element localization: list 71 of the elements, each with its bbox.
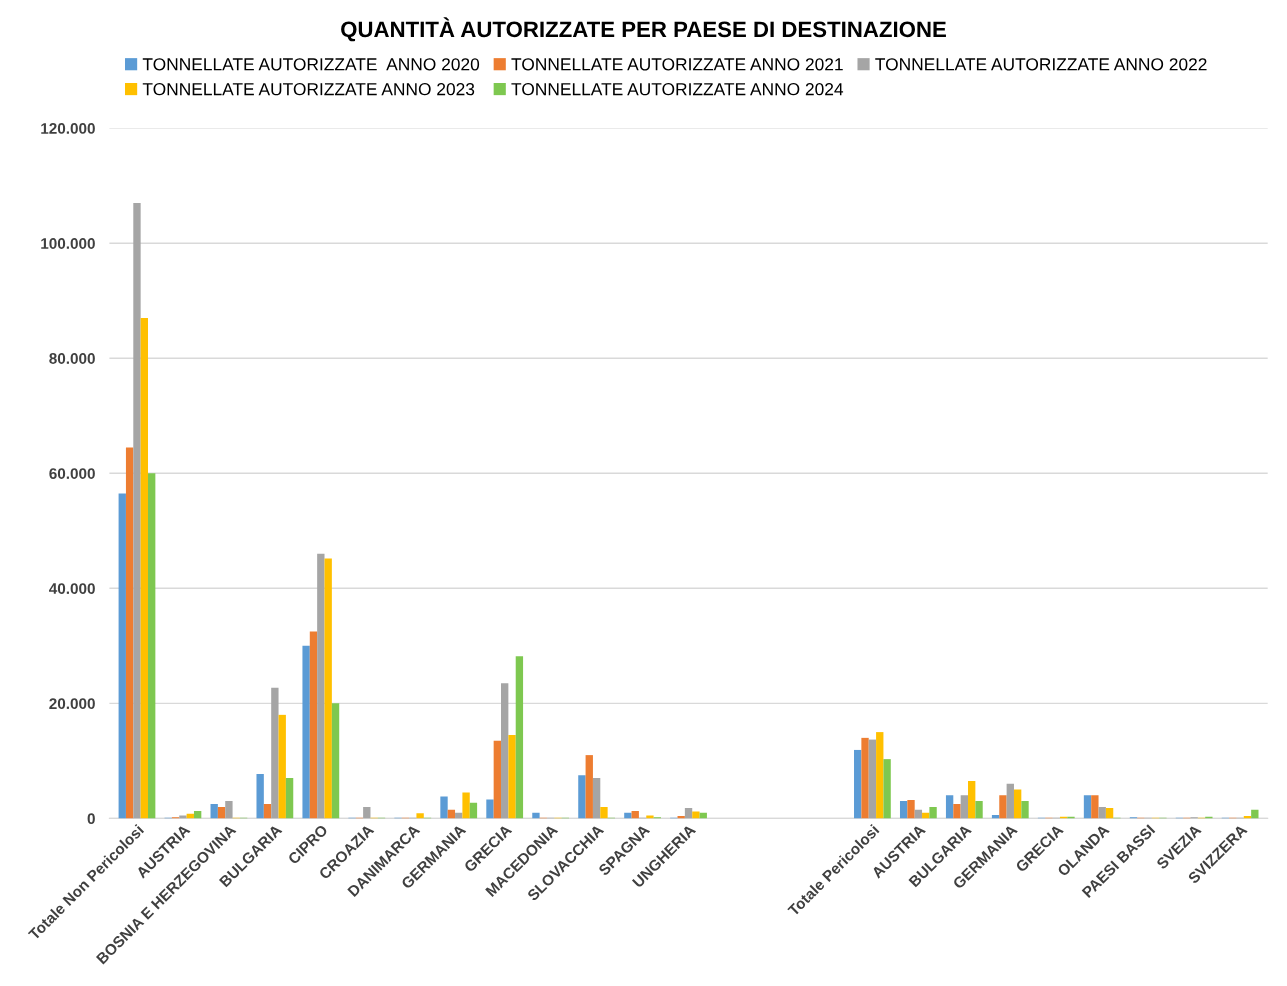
bar — [1091, 795, 1099, 819]
bar — [876, 732, 884, 819]
bar — [532, 812, 540, 819]
bar — [684, 808, 693, 819]
bar — [285, 778, 294, 819]
bar — [692, 811, 700, 819]
legend-label: TONNELLATE AUTORIZZATE ANNO 2020 — [142, 58, 480, 71]
bar — [592, 778, 601, 819]
bar — [861, 737, 869, 819]
legend-label: TONNELLATE AUTORIZZATE ANNO 2024 — [511, 83, 844, 96]
y-tick-label: 80.000 — [49, 353, 95, 364]
bar — [324, 558, 332, 819]
bar — [469, 802, 478, 819]
bar — [302, 645, 310, 819]
bar — [493, 740, 502, 819]
chart-title: QUANTITÀ AUTORIZZATE PER PAESE DI DESTINAZIONE — [341, 17, 946, 42]
bar — [440, 796, 448, 819]
bar — [1021, 801, 1029, 819]
bar — [899, 801, 908, 819]
bar — [271, 687, 279, 819]
bar — [486, 799, 494, 819]
bar — [600, 806, 608, 819]
bar — [578, 775, 586, 819]
legend-label: TONNELLATE AUTORIZZATE ANNO 2022 — [875, 58, 1207, 71]
bar — [210, 804, 218, 819]
bar — [363, 806, 371, 819]
bar — [125, 447, 134, 819]
bar — [317, 553, 325, 819]
bar — [462, 792, 470, 819]
bar — [975, 801, 983, 819]
bar — [217, 806, 226, 819]
y-tick-label: 120.000 — [41, 123, 95, 134]
bar — [508, 734, 516, 819]
y-tick-label: 0 — [87, 813, 95, 825]
bar — [1013, 789, 1022, 819]
bar — [968, 780, 976, 819]
bar — [1105, 808, 1114, 819]
bar — [929, 806, 937, 819]
bar — [945, 795, 954, 819]
bar — [416, 813, 424, 819]
bar — [868, 739, 877, 819]
bar — [256, 774, 264, 819]
bar — [148, 473, 156, 819]
bar — [1083, 795, 1092, 819]
bar — [907, 799, 915, 819]
bar — [953, 804, 961, 819]
bar — [118, 493, 126, 819]
bar — [140, 317, 148, 819]
bar — [1098, 806, 1106, 819]
bar — [624, 812, 632, 819]
bar — [999, 795, 1007, 819]
bar — [278, 714, 286, 819]
bar — [1006, 783, 1014, 819]
y-tick-label: 60.000 — [49, 468, 95, 479]
y-tick-label: 20.000 — [49, 698, 95, 710]
bar — [331, 703, 340, 819]
bar — [585, 755, 593, 819]
bar — [883, 759, 891, 819]
y-tick-label: 40.000 — [49, 583, 95, 594]
bar — [854, 749, 862, 819]
bar — [501, 683, 509, 819]
legend-label: TONNELLATE AUTORIZZATE ANNO 2021 — [511, 58, 843, 71]
bar — [1251, 809, 1259, 819]
bar — [515, 656, 524, 819]
bar — [133, 202, 141, 819]
bar — [309, 631, 318, 819]
bar — [225, 801, 233, 819]
legend-label: TONNELLATE AUTORIZZATE ANNO 2023 — [142, 83, 475, 96]
bar — [263, 804, 272, 819]
bar — [960, 795, 969, 819]
y-tick-label: 100.000 — [41, 238, 95, 249]
